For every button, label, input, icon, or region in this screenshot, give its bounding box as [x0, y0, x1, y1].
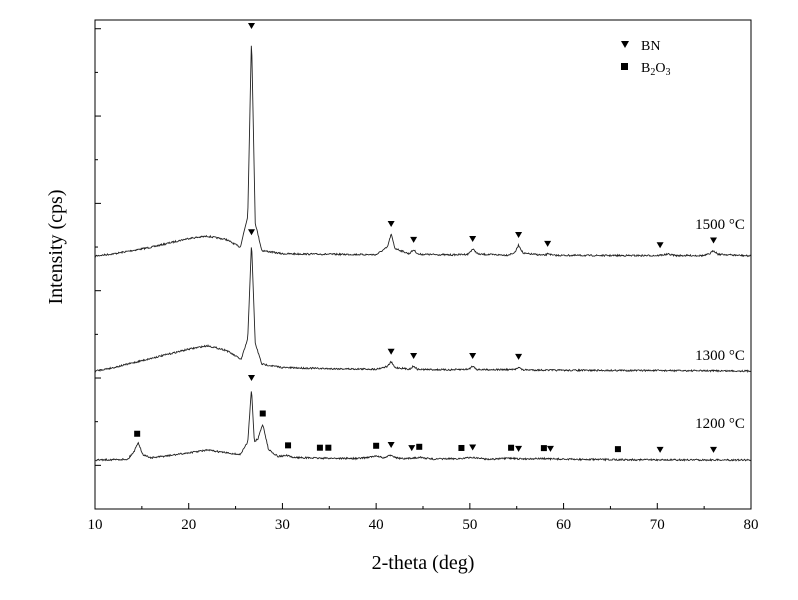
peak-marker-b2o3: [416, 443, 423, 450]
peak-marker-bn: [515, 353, 523, 360]
curve-label-1200: 1200 °C: [695, 416, 745, 432]
peak-marker-bn: [656, 242, 664, 249]
peak-marker-bn: [387, 441, 395, 448]
peak-marker-bn: [469, 352, 477, 359]
peak-marker-b2o3: [325, 444, 332, 451]
peak-marker-bn: [546, 445, 554, 452]
legend-b2o3-part-o: O: [655, 61, 665, 76]
y-axis-title: Intensity (cps): [45, 190, 67, 305]
series-line-1500: [94, 45, 751, 258]
legend-b2o3-label: B2O3: [641, 61, 670, 78]
peak-marker-b2o3: [458, 444, 465, 451]
x-axis-title: 2-theta (deg): [372, 552, 475, 574]
peak-marker-bn: [408, 445, 416, 452]
peak-marker-bn: [387, 221, 395, 227]
legend-bn-marker: [621, 41, 629, 48]
y-axis-ticks: [95, 28, 101, 466]
peak-marker-b2o3: [373, 442, 380, 449]
peak-marker-bn: [710, 446, 718, 453]
plot-frame: [94, 19, 752, 510]
legend-b2o3-sub-3: 3: [665, 67, 670, 78]
peak-marker-group: [134, 23, 718, 453]
peak-marker-b2o3: [614, 446, 621, 453]
x-tick-label-80: 80: [744, 517, 759, 533]
peak-marker-bn: [469, 235, 477, 242]
legend-b2o3-marker: [621, 63, 628, 70]
peak-marker-bn: [387, 348, 395, 355]
series-line-1300: [94, 247, 751, 373]
legend-b2o3-sub-2: 2: [650, 67, 655, 78]
legend: BN B2O3: [621, 39, 670, 78]
peak-marker-bn: [248, 229, 256, 236]
curve-label-group: 1500 °C 1300 °C 1200 °C: [695, 217, 745, 432]
peak-marker-bn: [656, 446, 664, 453]
x-tick-label-20: 20: [181, 517, 196, 533]
peak-marker-bn: [710, 237, 718, 244]
peak-marker-b2o3: [285, 442, 292, 449]
curve-label-1500: 1500 °C: [695, 217, 745, 233]
x-tick-label-50: 50: [462, 517, 477, 533]
x-tick-label-70: 70: [650, 517, 665, 533]
peak-marker-bn: [515, 445, 523, 452]
x-tick-label-30: 30: [275, 517, 290, 533]
curve-label-1300: 1300 °C: [695, 348, 745, 364]
peak-marker-bn: [248, 23, 256, 29]
peak-marker-bn: [515, 232, 523, 238]
peak-marker-b2o3: [259, 410, 266, 417]
series-group: [94, 45, 751, 462]
peak-marker-b2o3: [508, 444, 515, 451]
peak-marker-b2o3: [316, 444, 323, 451]
x-tick-label-60: 60: [556, 517, 571, 533]
x-tick-label-10: 10: [88, 517, 103, 533]
x-axis-ticks: [94, 503, 752, 509]
peak-marker-bn: [248, 375, 256, 381]
peak-marker-bn: [410, 352, 418, 359]
x-axis-tick-labels: 10 20 30 40 50 60 70 80: [88, 517, 759, 533]
peak-marker-b2o3: [134, 430, 141, 437]
peak-marker-bn: [469, 444, 477, 451]
series-line-1200: [94, 391, 751, 462]
legend-b2o3-part-b: B: [641, 61, 650, 76]
x-tick-label-40: 40: [369, 517, 384, 533]
peak-marker-bn: [544, 240, 552, 247]
peak-marker-b2o3: [540, 445, 547, 452]
legend-bn-label: BN: [641, 39, 660, 54]
peak-marker-bn: [410, 236, 418, 243]
